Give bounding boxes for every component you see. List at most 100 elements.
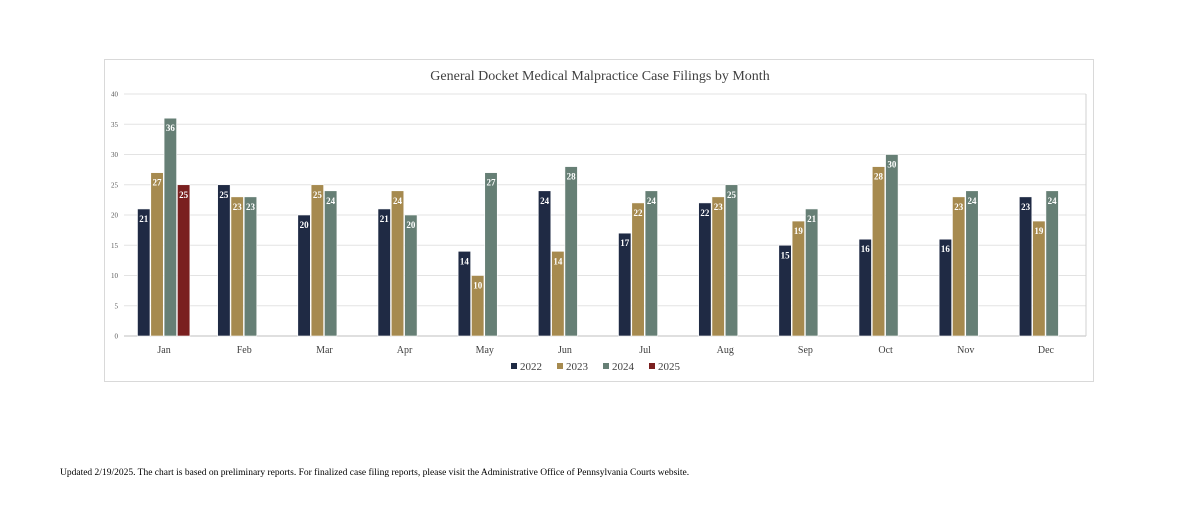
data-label: 30 [887, 160, 897, 170]
data-label: 24 [326, 196, 336, 206]
bar-2023-Aug [711, 196, 725, 337]
legend-label: 2023 [566, 361, 589, 373]
y-tick-label: 15 [111, 242, 119, 250]
data-label: 22 [700, 208, 710, 218]
data-label: 20 [406, 220, 416, 230]
bar-2023-Nov [952, 196, 966, 337]
y-axis-tick-labels: 0 5 10 15 20 25 30 35 40 [111, 91, 119, 341]
legend-swatch [511, 363, 517, 369]
bar-2022-Jul [618, 232, 632, 337]
y-tick-label: 20 [111, 212, 119, 220]
data-label: 14 [553, 256, 563, 266]
data-label: 21 [380, 214, 390, 224]
bar-2023-Jan [150, 172, 164, 337]
x-tick-label: Oct [878, 345, 893, 356]
data-label: 24 [540, 196, 550, 206]
bar-2022-Dec [1019, 196, 1033, 337]
x-tick-label: Aug [717, 345, 734, 356]
bar-2022-Nov [938, 238, 952, 337]
bar-2024-Apr [404, 214, 418, 337]
legend-label: 2024 [612, 361, 635, 373]
data-label: 19 [794, 226, 804, 236]
x-axis-tick-labels: Jan Feb Mar Apr May Jun Jul Aug Sep Oct Nov Dec [157, 345, 1054, 356]
y-tick-label: 0 [115, 333, 119, 341]
bar-2023-Dec [1032, 220, 1046, 337]
data-label: 17 [620, 238, 630, 248]
bar-2023-Oct [871, 166, 886, 337]
bar-2022-Feb [217, 184, 231, 337]
data-label: 24 [1048, 196, 1058, 206]
y-tick-label: 40 [111, 91, 119, 99]
bar-2022-Jun [538, 190, 552, 337]
bar-2024-Jan [163, 117, 177, 337]
y-tick-label: 5 [115, 302, 119, 310]
bar-2024-Aug [724, 184, 739, 337]
data-label: 25 [219, 190, 229, 200]
bar-2023-Feb [230, 196, 244, 337]
legend-item-2025: 2025 [649, 361, 681, 373]
bar-2025-Jan [177, 184, 191, 337]
bar-2024-Jun [564, 166, 578, 337]
bar-2024-Oct [885, 154, 899, 337]
bar-2022-May [457, 251, 471, 337]
bar-2022-Sep [778, 244, 792, 337]
chart-title: General Docket Medical Malpractice Case … [430, 69, 769, 84]
y-tick-label: 30 [111, 151, 119, 159]
data-label: 23 [233, 202, 243, 212]
x-tick-label: Jul [639, 345, 651, 356]
data-label: 24 [968, 196, 978, 206]
data-label: 28 [874, 172, 884, 182]
legend-swatch [557, 363, 563, 369]
legend: 2022 2023 2024 2025 [511, 361, 681, 373]
bar-2023-Sep [791, 220, 805, 337]
x-tick-label: Mar [316, 345, 333, 356]
gridlines [124, 93, 1087, 337]
data-label: 25 [313, 190, 323, 200]
bar-2022-Jan [137, 208, 151, 337]
x-tick-label: Feb [237, 345, 252, 356]
data-label: 25 [179, 190, 189, 200]
bar-2024-Mar [324, 190, 338, 337]
legend-label: 2025 [658, 361, 681, 373]
y-tick-label: 10 [111, 272, 119, 280]
x-tick-label: May [476, 345, 494, 356]
data-label: 23 [1021, 202, 1031, 212]
data-label: 20 [300, 220, 310, 230]
bar-2024-Dec [1045, 190, 1059, 337]
y-tick-label: 25 [111, 181, 119, 189]
bar-2024-Nov [965, 190, 979, 337]
data-label: 24 [647, 196, 657, 206]
footnote: Updated 2/19/2025. The chart is based on… [60, 468, 690, 478]
data-label: 24 [393, 196, 403, 206]
data-label: 28 [567, 172, 577, 182]
data-label: 27 [487, 178, 497, 188]
data-label: 36 [166, 123, 176, 133]
legend-swatch [649, 363, 655, 369]
data-label: 25 [727, 190, 737, 200]
bar-chart: General Docket Medical Malpractice Case … [111, 69, 1087, 373]
x-tick-label: Nov [957, 345, 974, 356]
bar-2023-Mar [310, 184, 324, 337]
bar-2022-Aug [698, 202, 712, 337]
bar-2024-Feb [243, 196, 258, 337]
bar-2023-Apr [390, 190, 405, 337]
data-label: 23 [246, 202, 256, 212]
legend-label: 2022 [520, 361, 542, 373]
x-tick-label: Sep [798, 345, 813, 356]
legend-swatch [603, 363, 609, 369]
bar-2022-Apr [377, 208, 391, 337]
bar-2022-Oct [858, 238, 872, 337]
bar-2024-Sep [805, 208, 819, 337]
data-label: 23 [714, 202, 724, 212]
data-label: 10 [473, 281, 483, 291]
bar-2024-Jul [644, 190, 658, 337]
x-tick-label: Dec [1038, 345, 1055, 356]
data-label: 21 [807, 214, 817, 224]
bar-2023-Jul [631, 202, 645, 337]
legend-item-2022: 2022 [511, 361, 542, 373]
data-label: 23 [954, 202, 964, 212]
data-label: 22 [634, 208, 644, 218]
data-label: 15 [781, 250, 791, 260]
